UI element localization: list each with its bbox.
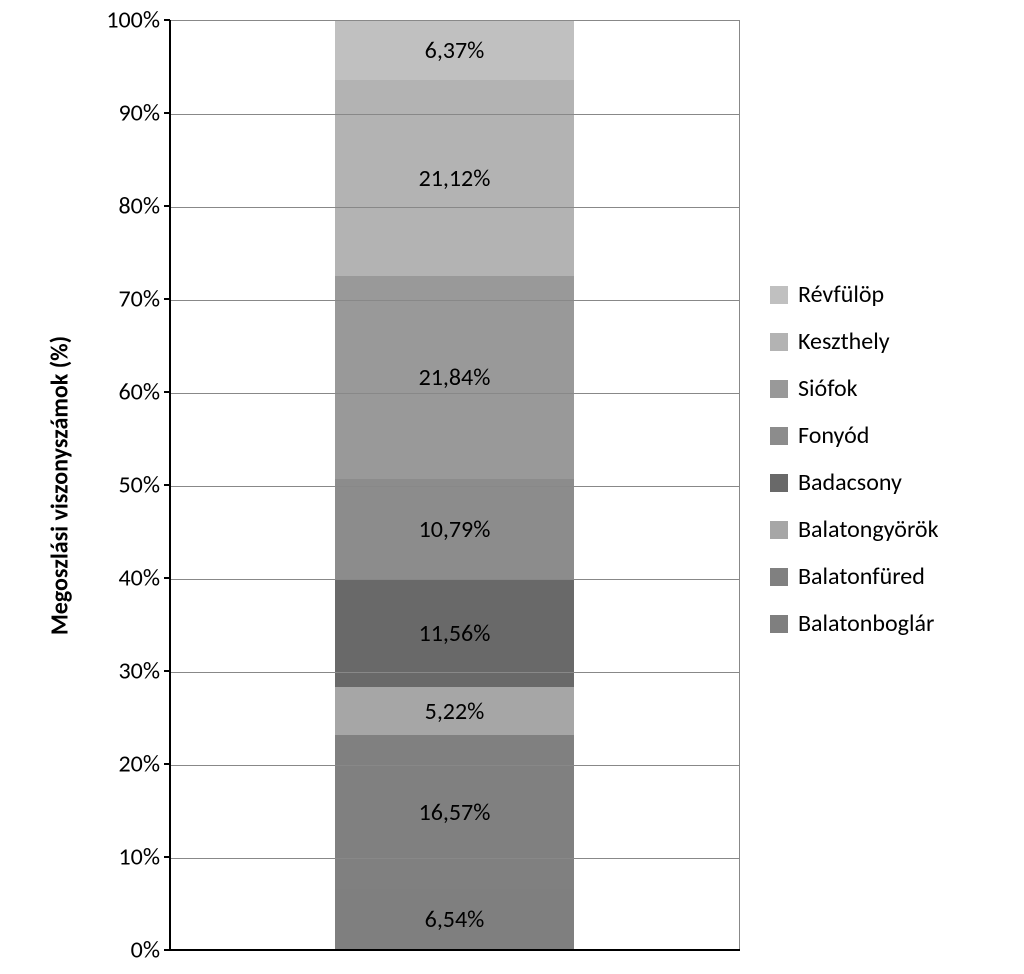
legend-item: Siófok [770,374,938,403]
legend-label: Badacsony [798,468,902,497]
y-tick-mark [164,949,170,951]
y-tick-label: 70% [80,285,160,314]
bar-segment: 6,54% [335,889,574,950]
bar-segment: 10,79% [335,479,574,579]
legend-item: Fonyód [770,421,938,450]
legend-item: Keszthely [770,327,938,356]
y-tick-mark [164,577,170,579]
legend-item: Révfülöp [770,280,938,309]
legend-swatch [770,333,788,351]
y-tick-mark [164,484,170,486]
bar-segment: 21,12% [335,80,574,276]
y-tick-label: 0% [80,936,160,965]
legend-swatch [770,615,788,633]
y-tick-mark [164,391,170,393]
y-tick-mark [164,856,170,858]
y-tick-label: 90% [80,99,160,128]
y-tick-mark [164,205,170,207]
legend-swatch [770,286,788,304]
plot-area: 6,54% 16,57% 5,22% 11,56% 10,79% 21,84% 21,12%… [170,20,740,950]
gridline [170,579,739,580]
legend-label: Fonyód [798,421,869,450]
gridline [170,300,739,301]
y-tick-label: 50% [80,471,160,500]
bar-segment: 16,57% [335,735,574,889]
segment-label: 6,37% [425,36,485,65]
y-tick-label: 80% [80,192,160,221]
y-tick-label: 10% [80,843,160,872]
legend-label: Balatongyörök [798,515,938,544]
y-tick-label: 100% [80,6,160,35]
bar-segment: 6,37% [335,21,574,80]
legend-swatch [770,474,788,492]
legend: Révfülöp Keszthely Siófok Fonyód Badacsony Ba… [770,280,938,656]
segment-label: 6,54% [425,905,485,934]
legend-item: Balatonboglár [770,609,938,638]
legend-label: Siófok [798,374,858,403]
x-axis-line [169,949,740,951]
legend-label: Balatonboglár [798,609,934,638]
y-tick-label: 30% [80,657,160,686]
bar-segment: 11,56% [335,579,574,686]
gridline [170,486,739,487]
gridline [170,207,739,208]
segment-label: 21,84% [419,363,491,392]
gridline [170,393,739,394]
legend-swatch [770,380,788,398]
legend-item: Badacsony [770,468,938,497]
y-tick-mark [164,670,170,672]
bar-segment: 5,22% [335,687,574,735]
legend-swatch [770,427,788,445]
y-tick-label: 60% [80,378,160,407]
gridline [170,672,739,673]
segment-label: 16,57% [419,798,491,827]
gridline [170,114,739,115]
gridline [170,858,739,859]
y-tick-mark [164,298,170,300]
y-tick-mark [164,112,170,114]
y-tick-mark [164,19,170,21]
legend-label: Keszthely [798,327,890,356]
y-axis-label: Megoszlási viszonyszámok (%) [46,306,75,666]
legend-item: Balatongyörök [770,515,938,544]
segment-label: 21,12% [419,164,491,193]
y-tick-mark [164,763,170,765]
segment-label: 5,22% [425,697,485,726]
legend-label: Révfülöp [798,280,884,309]
segment-label: 11,56% [419,619,491,648]
gridline [170,765,739,766]
legend-swatch [770,521,788,539]
bar-segment: 21,84% [335,276,574,479]
legend-item: Balatonfüred [770,562,938,591]
legend-label: Balatonfüred [798,562,925,591]
legend-swatch [770,568,788,586]
segment-label: 10,79% [419,515,491,544]
y-tick-label: 20% [80,750,160,779]
stacked-bar-chart: 6,54% 16,57% 5,22% 11,56% 10,79% 21,84% 21,12%… [0,0,1024,974]
y-tick-label: 40% [80,564,160,593]
